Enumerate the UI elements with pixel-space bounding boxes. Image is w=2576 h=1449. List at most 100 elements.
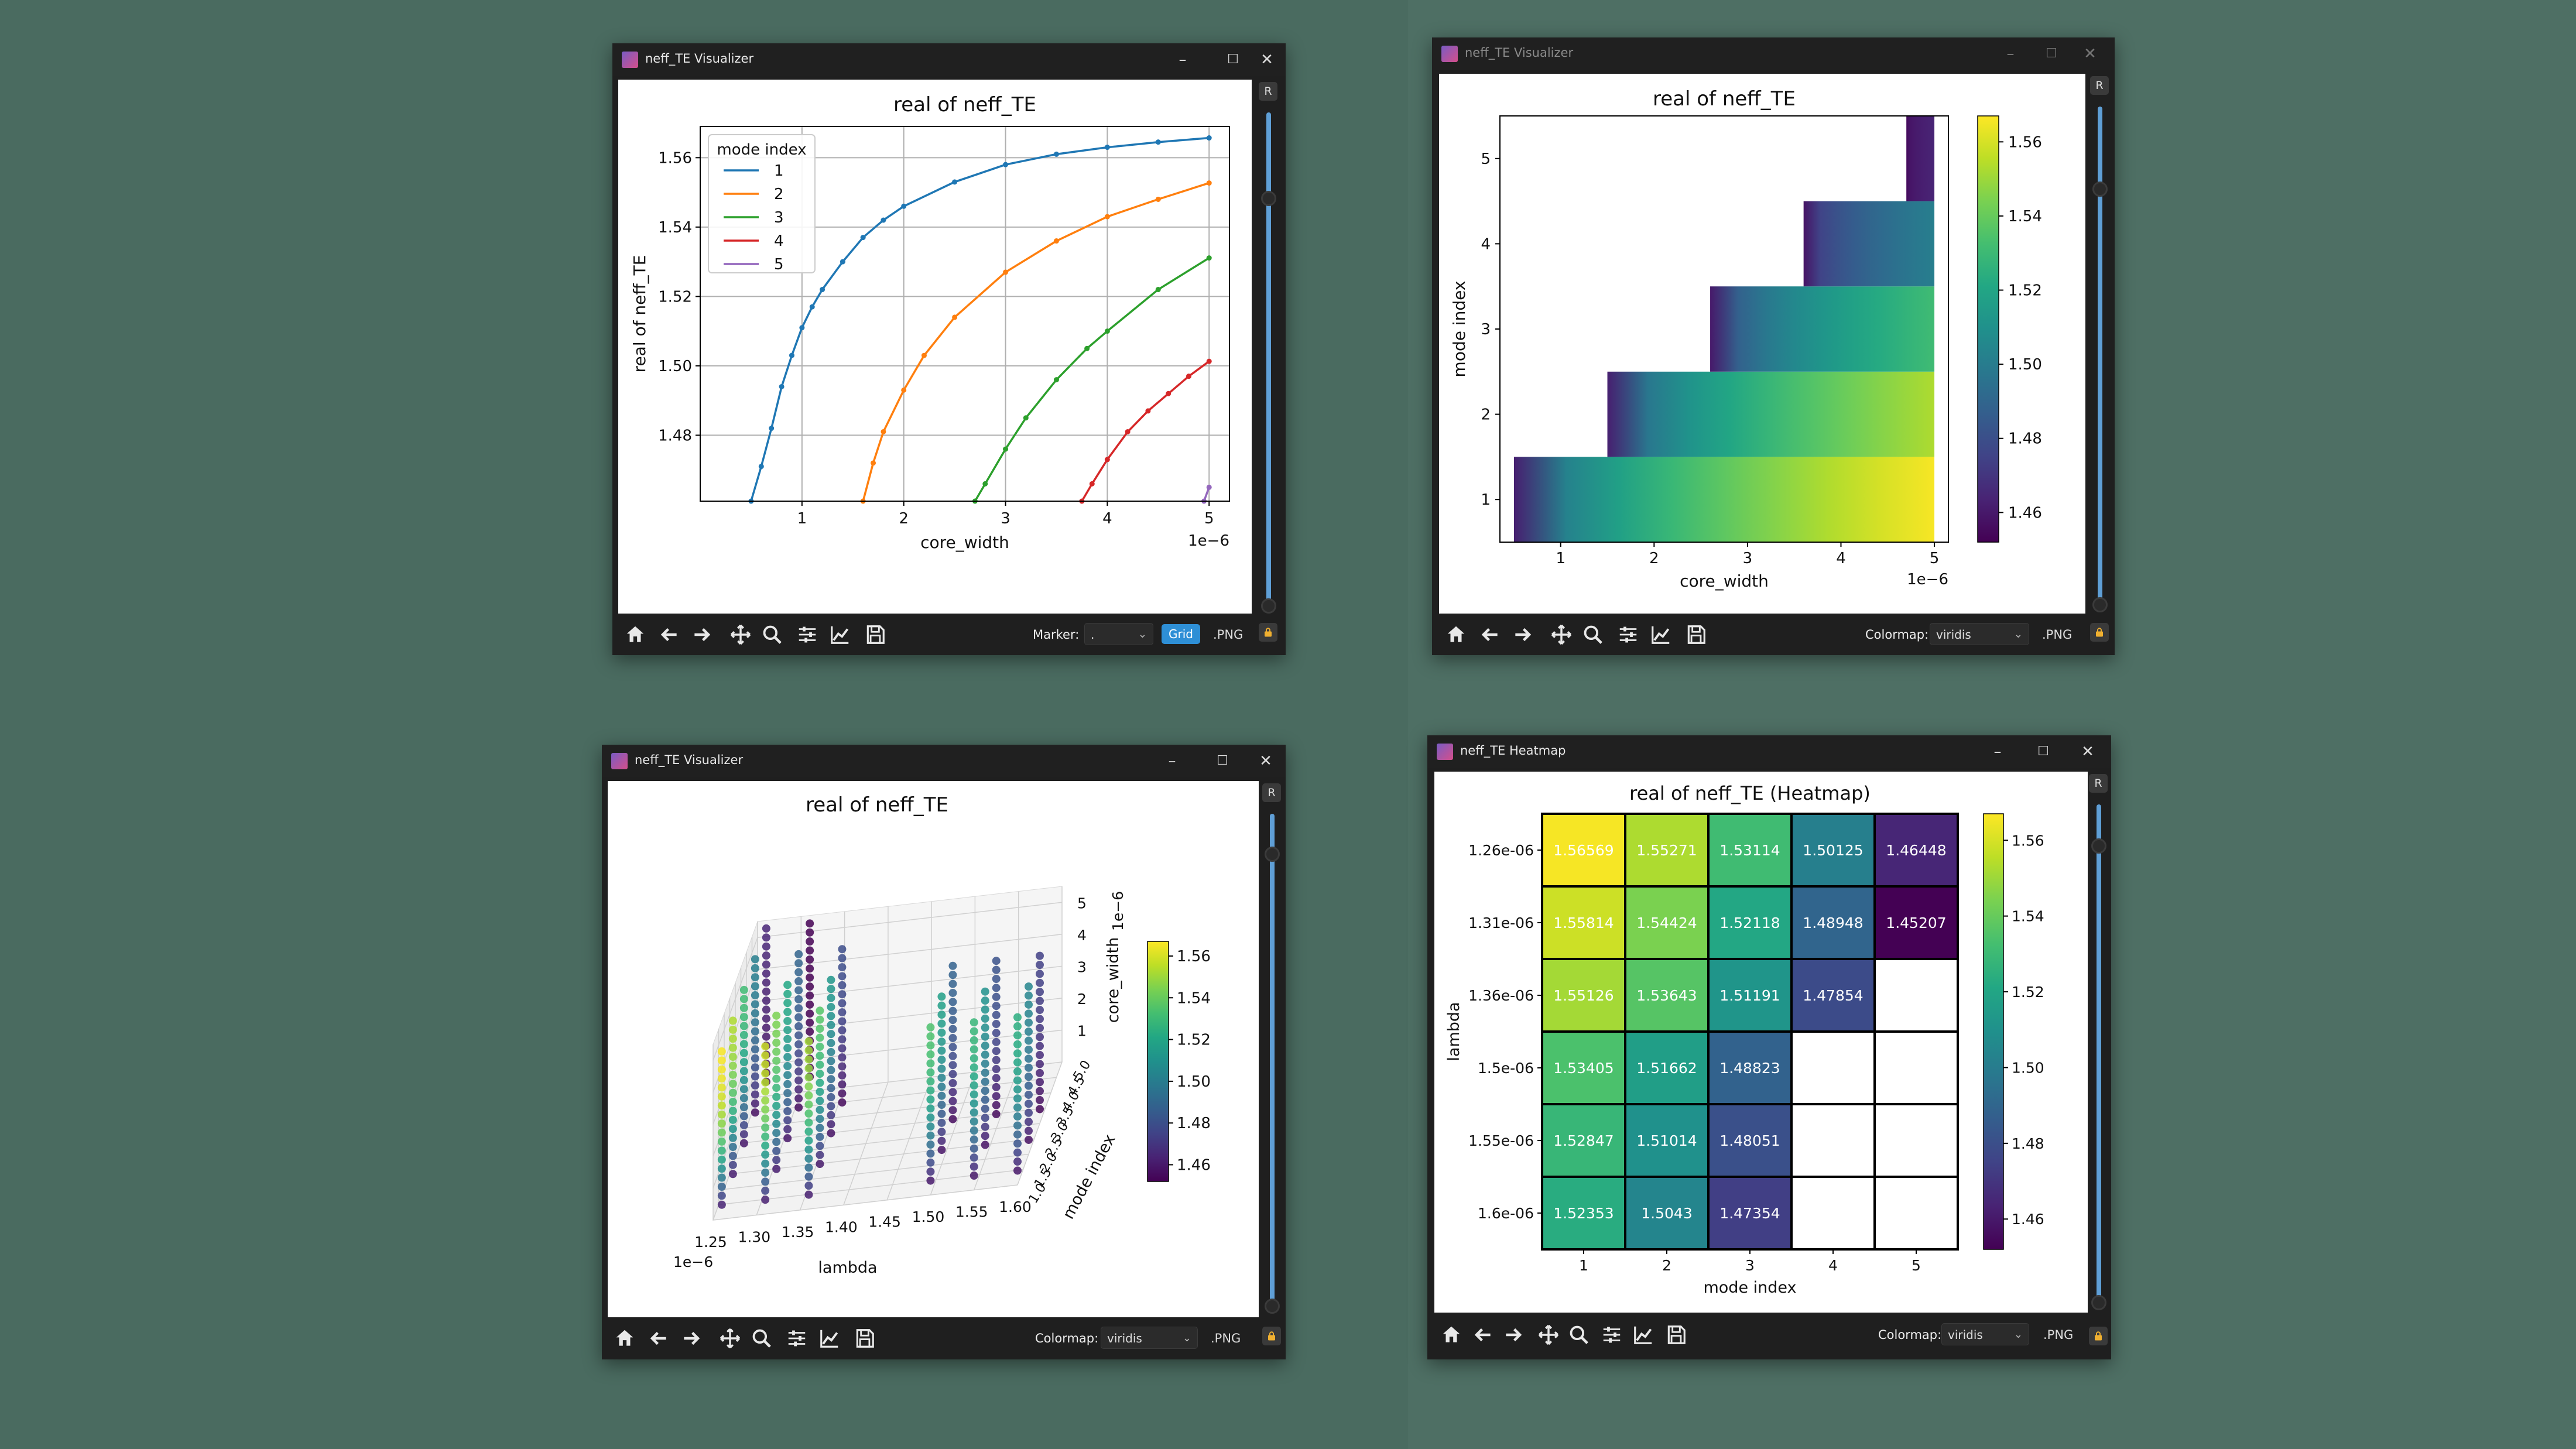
png-export-button[interactable]: .PNG	[2042, 628, 2073, 642]
slider-top-handle[interactable]	[1261, 191, 1276, 206]
scatter-point	[794, 1031, 803, 1040]
minimize-button[interactable]: –	[1179, 51, 1187, 68]
maximize-button[interactable]: ☐	[1217, 753, 1228, 768]
title-bar[interactable]: neff_TE Visualizer – ☐ ✕	[1432, 37, 2115, 70]
close-button[interactable]: ✕	[1259, 752, 1272, 770]
close-button[interactable]: ✕	[2081, 743, 2094, 761]
forward-arrow-icon[interactable]	[1500, 1322, 1527, 1348]
title-bar[interactable]: neff_TE Heatmap – ☐ ✕	[1427, 735, 2111, 768]
pan-icon[interactable]	[717, 1325, 744, 1351]
edit-axes-icon[interactable]	[1647, 622, 1674, 648]
save-icon[interactable]	[851, 1325, 878, 1351]
lock-icon[interactable]	[1262, 1327, 1281, 1345]
back-arrow-icon[interactable]	[1469, 1322, 1496, 1348]
slider-top-handle[interactable]	[1265, 847, 1280, 862]
home-icon[interactable]	[622, 622, 649, 648]
save-icon[interactable]	[1663, 1322, 1690, 1348]
close-button[interactable]: ✕	[1260, 51, 1273, 68]
png-export-button[interactable]: .PNG	[1211, 1331, 1241, 1345]
zoom-icon[interactable]	[1580, 622, 1606, 648]
colorbar-tick-label: 1.56	[1177, 948, 1211, 965]
scatter-point	[794, 1013, 803, 1022]
close-button[interactable]: ✕	[2084, 45, 2097, 63]
back-arrow-icon[interactable]	[1477, 622, 1503, 648]
reset-button[interactable]: R	[1259, 82, 1277, 101]
title-bar[interactable]: neff_TE Visualizer – ☐ ✕	[602, 745, 1286, 777]
colormap-select[interactable]: viridis ⌄	[1941, 1323, 2029, 1345]
edit-axes-icon[interactable]	[827, 622, 854, 648]
maximize-button[interactable]: ☐	[1227, 52, 1239, 67]
slider-track[interactable]	[1270, 814, 1275, 1306]
scatter-point	[772, 1039, 781, 1047]
plot-canvas[interactable]: real of neff_TE 1.25 1.30 1.35 1.40 1.45 1.50 1…	[608, 781, 1259, 1317]
home-icon[interactable]	[1443, 622, 1469, 648]
colormap-select[interactable]: viridis ⌄	[1101, 1327, 1198, 1349]
reset-button[interactable]: R	[2090, 76, 2109, 95]
edit-axes-icon[interactable]	[816, 1325, 843, 1351]
plot-canvas[interactable]: real of neff_TE 1 2 3 4 5 1 2 3 4 5 core_width 1e−6 m…	[1439, 74, 2085, 614]
minimize-button[interactable]: –	[1168, 752, 1176, 770]
cell-value-label: 1.47354	[1719, 1205, 1780, 1222]
lock-icon[interactable]	[2090, 623, 2109, 642]
home-icon[interactable]	[611, 1325, 638, 1351]
scatter-point	[783, 1098, 792, 1107]
title-bar[interactable]: neff_TE Visualizer – ☐ ✕	[612, 43, 1286, 76]
configure-subplots-icon[interactable]	[794, 622, 821, 648]
z-tick-label: 1	[1077, 1022, 1087, 1039]
scatter-point	[772, 1119, 781, 1128]
colorbar-tick-label: 1.48	[1177, 1115, 1211, 1132]
configure-subplots-icon[interactable]	[1615, 622, 1642, 648]
scatter-point	[1025, 1054, 1033, 1063]
forward-arrow-icon[interactable]	[688, 622, 715, 648]
pan-icon[interactable]	[1535, 1322, 1562, 1348]
maximize-button[interactable]: ☐	[2046, 46, 2057, 61]
data-point	[1023, 415, 1029, 421]
slider-top-handle[interactable]	[2092, 181, 2108, 197]
slider-bottom-handle[interactable]	[1261, 598, 1276, 614]
minimize-button[interactable]: –	[2006, 45, 2015, 63]
scatter-point	[761, 1078, 770, 1087]
grid-toggle-button[interactable]: Grid	[1162, 624, 1200, 644]
forward-arrow-icon[interactable]	[678, 1325, 705, 1351]
plot-canvas[interactable]: real of neff_TE 1 2 3 4 5 1.48 1.50 1.52 1.54 1.56…	[618, 80, 1252, 614]
pan-icon[interactable]	[1548, 622, 1575, 648]
plot-canvas[interactable]: real of neff_TE (Heatmap) 1.56569 1.55271 1…	[1434, 772, 2088, 1313]
slider-bottom-handle[interactable]	[2092, 597, 2108, 612]
scatter-point	[970, 1018, 978, 1027]
pan-icon[interactable]	[727, 622, 754, 648]
marker-select[interactable]: . ⌄	[1084, 623, 1153, 645]
maximize-button[interactable]: ☐	[2037, 744, 2049, 759]
edit-axes-icon[interactable]	[1630, 1322, 1657, 1348]
slider-track[interactable]	[2098, 107, 2102, 602]
zoom-icon[interactable]	[1566, 1322, 1592, 1348]
scatter-point	[948, 998, 957, 1006]
y-tick-label: 2	[1481, 406, 1491, 424]
png-export-button[interactable]: .PNG	[1213, 628, 1244, 642]
zoom-icon[interactable]	[759, 622, 786, 648]
png-export-button[interactable]: .PNG	[2043, 1328, 2074, 1342]
configure-subplots-icon[interactable]	[783, 1325, 810, 1351]
slider-bottom-handle[interactable]	[2091, 1295, 2106, 1310]
scatter-point	[926, 1050, 935, 1059]
home-icon[interactable]	[1438, 1322, 1465, 1348]
back-arrow-icon[interactable]	[656, 622, 683, 648]
zoom-icon[interactable]	[748, 1325, 775, 1351]
colormap-select[interactable]: viridis ⌄	[1930, 623, 2029, 645]
save-icon[interactable]	[1683, 622, 1710, 648]
reset-button[interactable]: R	[1262, 783, 1281, 802]
back-arrow-icon[interactable]	[645, 1325, 672, 1351]
slider-bottom-handle[interactable]	[1265, 1299, 1280, 1314]
slider-top-handle[interactable]	[2091, 838, 2106, 854]
data-point	[860, 235, 866, 241]
lock-icon[interactable]	[1259, 623, 1277, 642]
configure-subplots-icon[interactable]	[1598, 1322, 1625, 1348]
scatter-point	[937, 1046, 946, 1055]
forward-arrow-icon[interactable]	[1509, 622, 1536, 648]
lock-icon[interactable]	[2089, 1327, 2108, 1345]
save-icon[interactable]	[862, 622, 889, 648]
slider-track[interactable]	[2097, 804, 2101, 1304]
slider-track[interactable]	[1266, 112, 1271, 602]
minimize-button[interactable]: –	[1993, 743, 2002, 761]
reset-button[interactable]: R	[2089, 774, 2108, 793]
scatter-point	[937, 1083, 946, 1091]
